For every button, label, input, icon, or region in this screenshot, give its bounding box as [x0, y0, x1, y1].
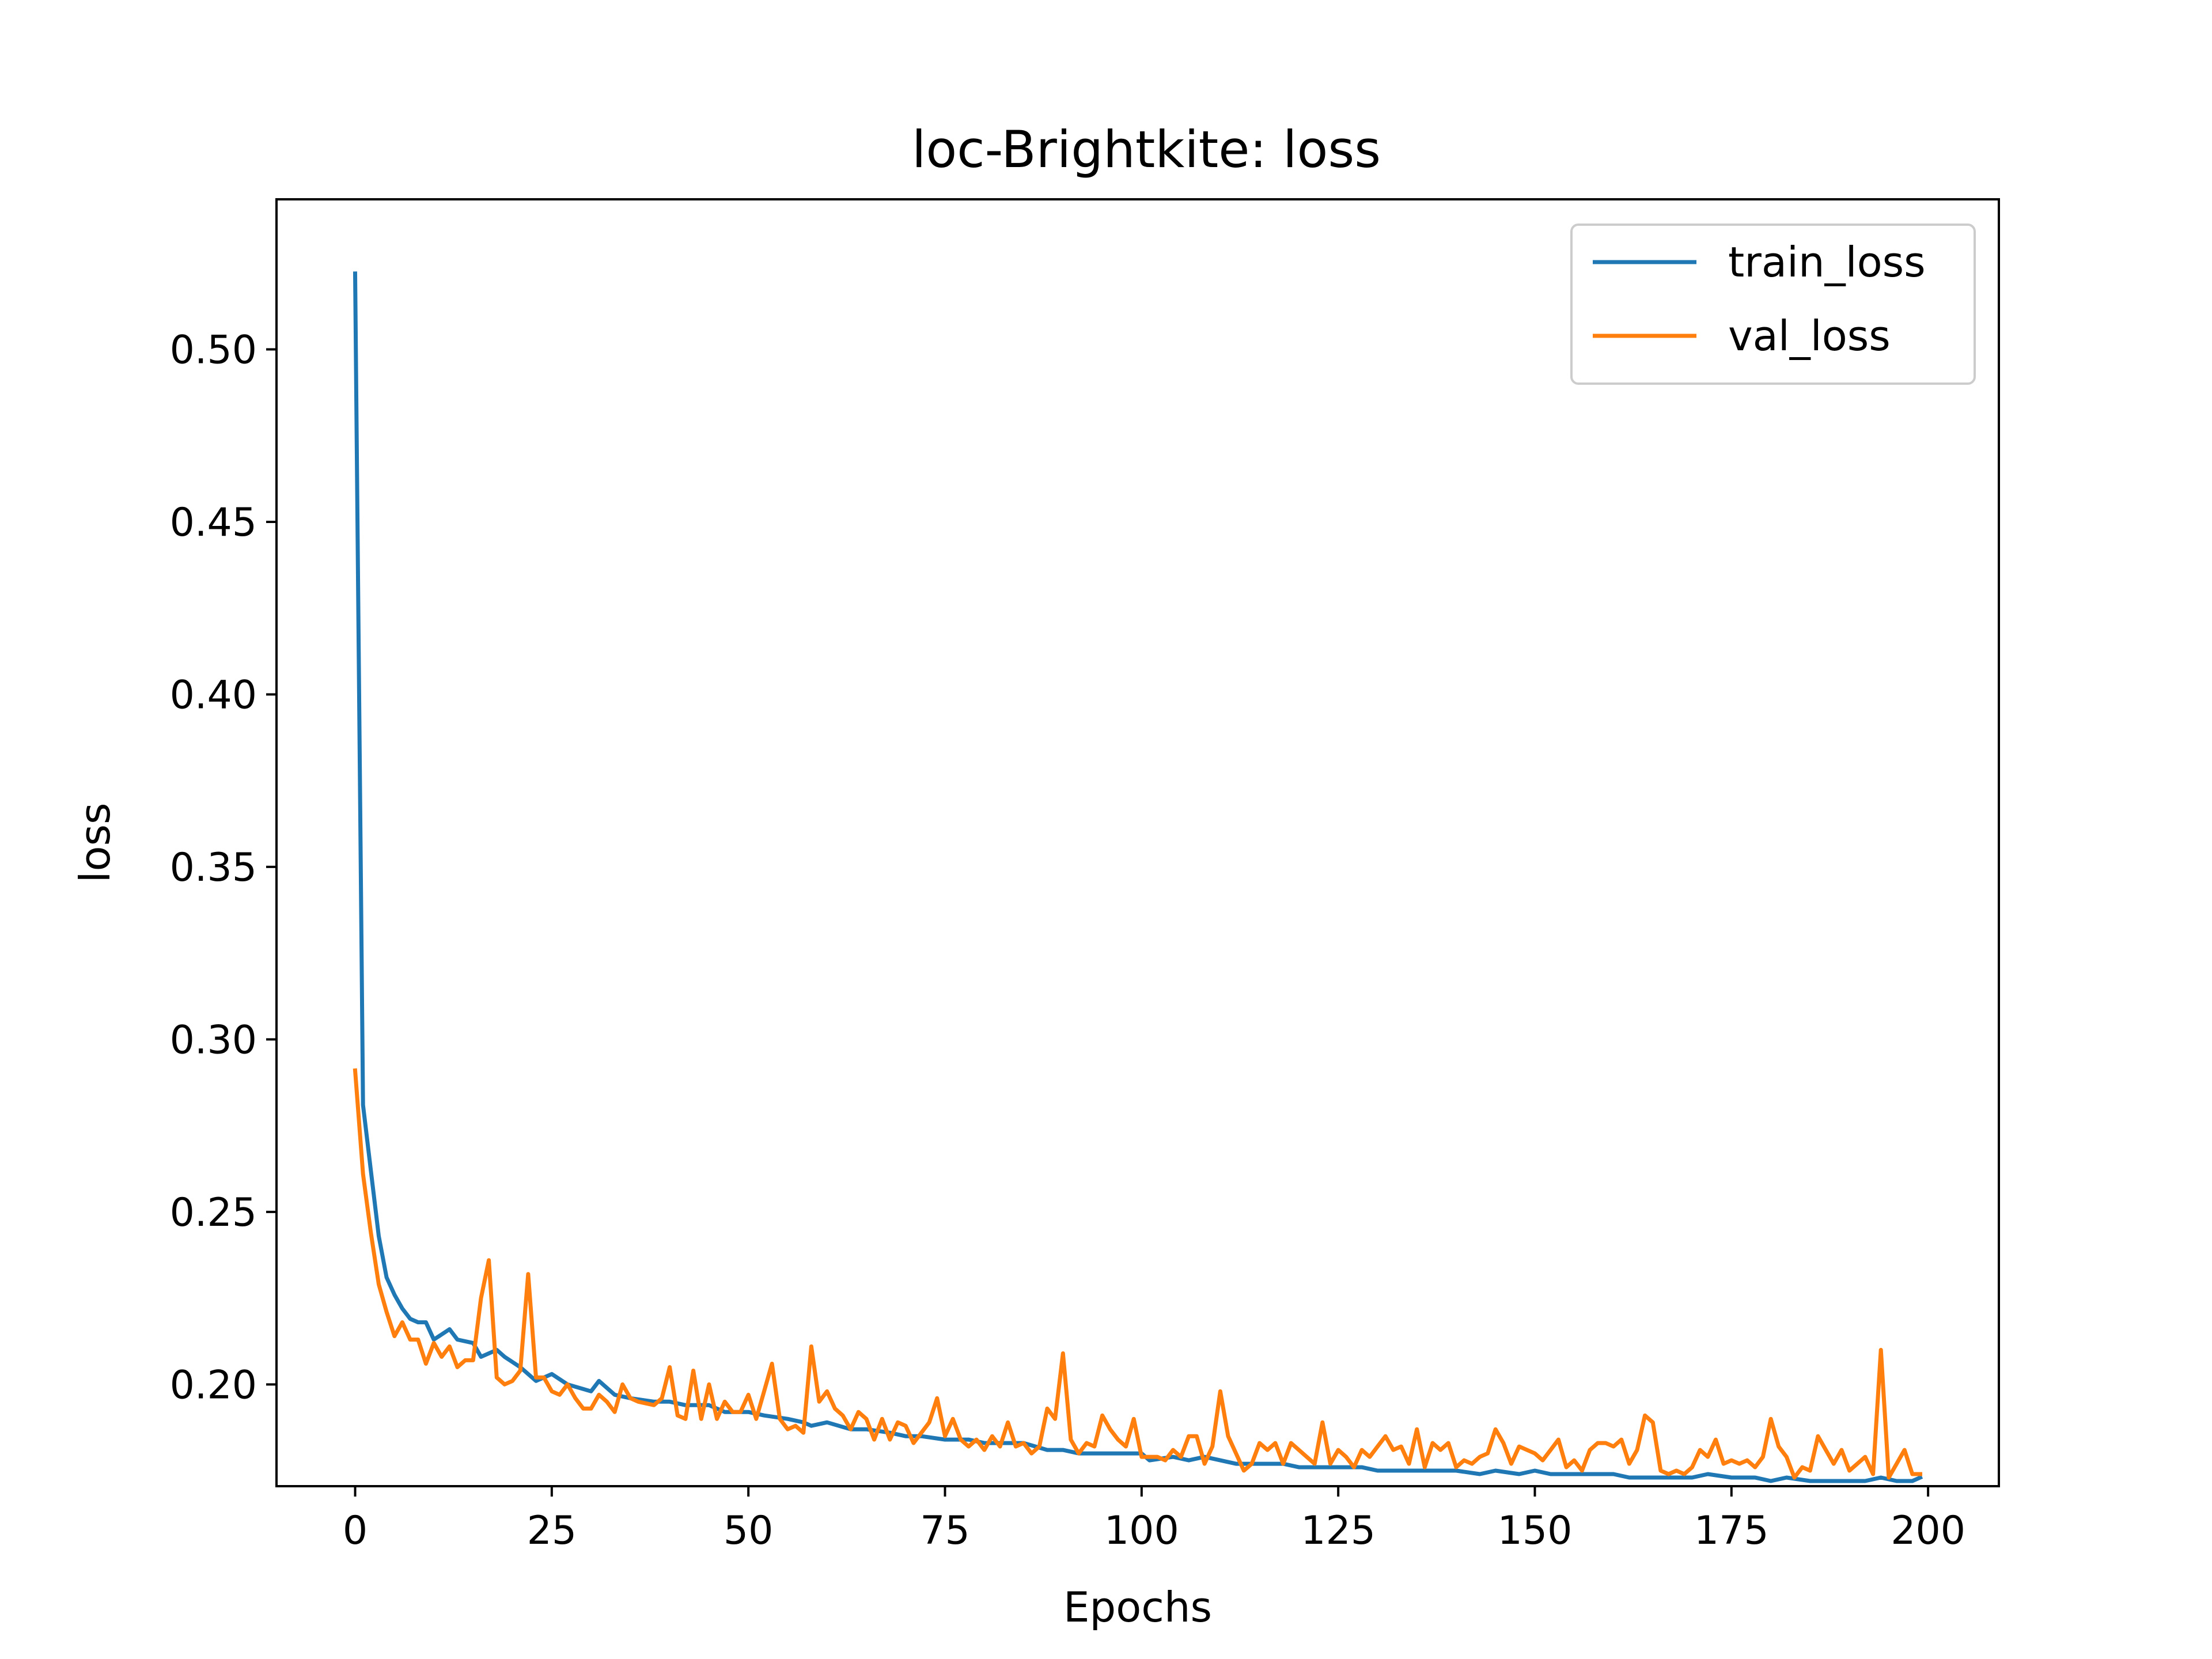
- x-tick-label: 150: [1498, 1508, 1573, 1554]
- y-tick-label: 0.20: [170, 1362, 257, 1408]
- x-tick-label: 50: [724, 1508, 774, 1554]
- y-tick-label: 0.30: [170, 1017, 257, 1063]
- x-axis: 0 25 50 75 100 125 150 175 200: [343, 1486, 1965, 1554]
- y-tick-label: 0.40: [170, 672, 257, 718]
- legend-label-train-loss: train_loss: [1728, 238, 1926, 286]
- plot-frame: [275, 198, 2000, 1487]
- series-line-val-loss: [353, 1068, 1922, 1480]
- legend: train_loss val_loss: [1570, 224, 1976, 385]
- y-tick-label: 0.45: [170, 500, 257, 546]
- x-tick-label: 175: [1694, 1508, 1769, 1554]
- y-tick-label: 0.25: [170, 1190, 257, 1236]
- legend-label-val-loss: val_loss: [1728, 312, 1891, 360]
- x-tick-label: 125: [1301, 1508, 1376, 1554]
- y-tick-label: 0.50: [170, 328, 257, 373]
- x-tick-label: 0: [343, 1508, 368, 1554]
- y-axis-label: loss: [71, 802, 119, 882]
- y-tick-label: 0.35: [170, 845, 257, 891]
- chart-title: loc-Brightkite: loss: [912, 120, 1381, 179]
- series-line-train-loss: [353, 271, 1923, 1483]
- x-tick-label: 200: [1891, 1508, 1965, 1554]
- x-axis-label: Epochs: [1063, 1583, 1212, 1631]
- legend-entries: train_loss val_loss: [1593, 238, 1926, 360]
- x-tick-label: 75: [920, 1508, 970, 1554]
- legend-frame: [1570, 224, 1976, 385]
- x-tick-label: 25: [527, 1508, 577, 1554]
- plot-area: [275, 198, 2000, 1487]
- y-axis: 0.20 0.25 0.30 0.35 0.40 0.45 0.50: [170, 328, 276, 1408]
- x-tick-label: 100: [1104, 1508, 1179, 1554]
- series-layer: [353, 271, 1923, 1483]
